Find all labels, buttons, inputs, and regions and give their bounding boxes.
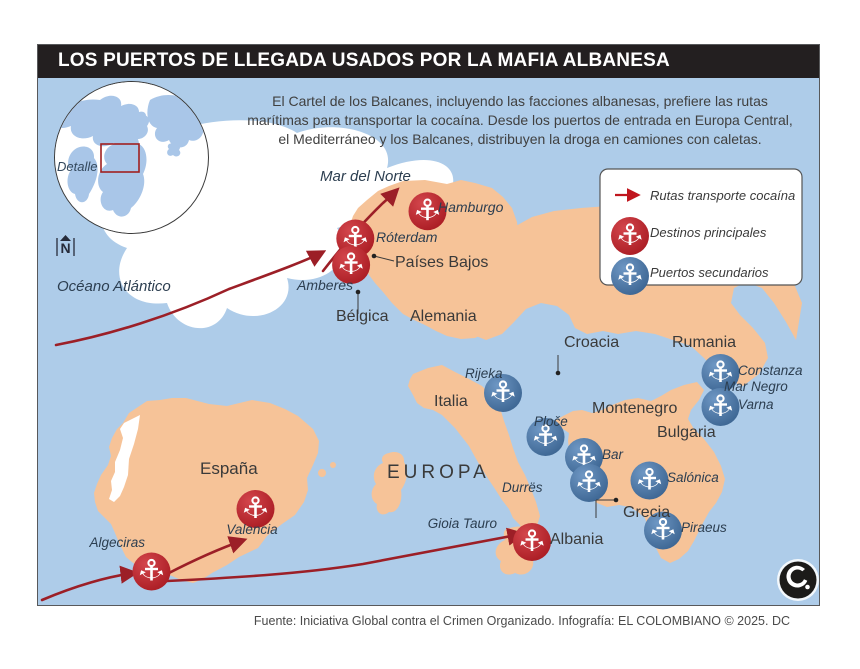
svg-text:Rutas transporte cocaína: Rutas transporte cocaína bbox=[650, 188, 795, 203]
svg-text:Gioia Tauro: Gioia Tauro bbox=[428, 516, 498, 531]
svg-text:Países Bajos: Países Bajos bbox=[395, 254, 488, 271]
svg-text:Algeciras: Algeciras bbox=[88, 535, 145, 550]
svg-text:Océano Atlántico: Océano Atlántico bbox=[57, 278, 171, 295]
svg-text:Rumania: Rumania bbox=[672, 334, 736, 351]
svg-text:Croacia: Croacia bbox=[564, 334, 619, 351]
svg-text:España: España bbox=[200, 459, 258, 478]
svg-text:Amberes: Amberes bbox=[296, 277, 353, 293]
svg-text:Mar Negro: Mar Negro bbox=[724, 379, 788, 394]
svg-text:Durrës: Durrës bbox=[502, 480, 543, 495]
svg-text:EUROPA: EUROPA bbox=[387, 462, 490, 483]
svg-text:Piraeus: Piraeus bbox=[681, 520, 727, 535]
svg-text:Constanza: Constanza bbox=[738, 363, 803, 378]
svg-text:Hamburgo: Hamburgo bbox=[438, 199, 504, 215]
svg-text:Róterdam: Róterdam bbox=[376, 229, 438, 245]
svg-text:Albania: Albania bbox=[550, 531, 603, 548]
svg-text:Bulgaria: Bulgaria bbox=[657, 424, 716, 441]
svg-text:Ploče: Ploče bbox=[534, 414, 568, 429]
svg-text:Varna: Varna bbox=[738, 397, 774, 412]
svg-text:Mar del Norte: Mar del Norte bbox=[320, 168, 411, 185]
svg-text:Grecia: Grecia bbox=[623, 504, 670, 521]
svg-text:Italia: Italia bbox=[434, 393, 468, 410]
svg-text:Montenegro: Montenegro bbox=[592, 400, 677, 417]
svg-text:Alemania: Alemania bbox=[410, 308, 477, 325]
svg-text:Bar: Bar bbox=[602, 447, 624, 462]
svg-text:N: N bbox=[60, 240, 70, 256]
svg-text:Destinos principales: Destinos principales bbox=[650, 225, 767, 240]
svg-text:Rijeka: Rijeka bbox=[465, 366, 503, 381]
svg-text:Valencia: Valencia bbox=[226, 522, 278, 537]
svg-text:Bélgica: Bélgica bbox=[336, 308, 389, 325]
svg-text:Puertos secundarios: Puertos secundarios bbox=[650, 265, 769, 280]
svg-text:Salónica: Salónica bbox=[667, 470, 719, 485]
